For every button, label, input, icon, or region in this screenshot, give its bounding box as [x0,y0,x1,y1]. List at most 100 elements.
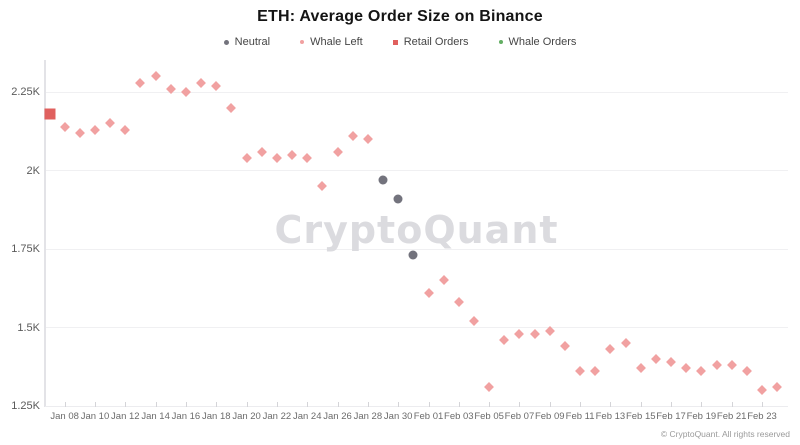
x-axis-tick [367,402,369,407]
x-axis-tick [671,402,673,407]
data-point-whale_left[interactable] [256,146,267,157]
y-axis-label: 2.25K [11,86,40,98]
data-point-whale_left[interactable] [514,328,525,339]
data-point-whale_left[interactable] [150,71,161,82]
x-axis-tick [762,402,764,407]
x-axis-tick [276,402,278,407]
data-point-neutral[interactable] [378,175,388,185]
data-point-whale_left[interactable] [105,118,116,129]
y-axis-label: 1.5K [17,321,40,334]
data-point-neutral[interactable] [408,250,418,260]
data-point-whale_left[interactable] [74,127,85,138]
data-point-whale_left[interactable] [196,77,207,88]
data-point-whale_left[interactable] [59,121,70,132]
grid-line [45,91,788,93]
data-point-whale_left[interactable] [211,80,222,91]
data-point-whale_left[interactable] [711,360,722,371]
legend-item-whale_left[interactable]: Whale Left [300,36,363,48]
data-point-whale_left[interactable] [453,297,464,308]
legend-item-neutral[interactable]: Neutral [223,36,270,48]
x-axis-label: Jan 24 [292,411,322,422]
data-point-retail[interactable] [44,108,55,120]
x-axis-tick [489,402,491,407]
x-axis-tick [731,402,733,407]
data-point-whale_left[interactable] [620,338,631,349]
data-point-whale_left[interactable] [302,152,313,163]
x-axis-tick [580,402,582,407]
data-point-whale_left[interactable] [575,366,586,377]
grid-line [45,327,788,328]
x-axis-label: Feb 11 [565,411,595,422]
x-axis-line [45,406,788,407]
data-point-whale_left[interactable] [332,146,343,157]
watermark: CryptoQuant [274,208,559,252]
x-axis-label: Jan 20 [232,411,261,422]
data-point-whale_left[interactable] [635,363,646,374]
data-point-whale_left[interactable] [650,353,661,364]
data-point-whale_left[interactable] [287,149,297,160]
x-axis-tick [701,402,703,407]
data-point-whale_left[interactable] [180,87,191,97]
x-axis-tick [64,402,66,407]
legend-label: Whale Orders [508,36,577,48]
data-point-whale_left[interactable] [605,344,616,355]
x-axis-tick [246,402,248,407]
data-point-whale_left[interactable] [241,152,252,163]
data-point-whale_left[interactable] [681,363,692,374]
x-axis-tick [155,402,157,407]
x-axis-label: Feb 21 [716,411,747,422]
x-axis-tick [428,402,430,407]
data-point-whale_left[interactable] [362,134,373,145]
x-axis-tick [337,402,339,407]
x-axis-label: Feb 15 [625,411,656,422]
x-axis-label: Jan 10 [80,411,110,422]
legend-label: Whale Left [310,36,363,48]
data-point-whale_left[interactable] [666,357,676,367]
data-point-whale_left[interactable] [226,102,237,113]
whale_left-legend-marker-icon [300,40,305,44]
data-point-whale_left[interactable] [135,77,146,88]
x-axis-label: Feb 05 [474,411,504,422]
data-point-whale_left[interactable] [772,382,783,393]
grid-line [45,248,788,250]
x-axis-label: Jan 22 [262,411,292,422]
x-axis-label: Feb 19 [686,411,717,422]
x-axis-label: Jan 26 [323,411,352,422]
x-axis-tick [519,402,521,407]
data-point-whale_left[interactable] [484,382,495,393]
data-point-whale_left[interactable] [347,131,358,141]
legend-item-whale_orders[interactable]: Whale Orders [498,36,577,48]
data-point-whale_left[interactable] [120,124,131,135]
x-axis-tick [640,402,642,407]
x-axis-label: Feb 07 [504,411,535,422]
legend-label: Retail Orders [403,36,469,48]
whale_orders-legend-marker-icon [498,40,503,44]
x-axis-label: Feb 23 [747,411,777,422]
data-point-whale_left[interactable] [438,275,449,286]
data-point-whale_left[interactable] [726,360,737,371]
data-point-whale_left[interactable] [499,335,510,345]
data-point-neutral[interactable] [393,194,403,204]
data-point-whale_left[interactable] [469,316,479,327]
data-point-whale_left[interactable] [696,366,707,377]
x-axis-tick [398,402,400,407]
data-point-whale_left[interactable] [559,341,570,352]
x-axis-label: Jan 08 [50,411,79,422]
y-axis-label: 1.75K [11,243,40,255]
x-axis-tick [610,402,612,407]
x-axis-label: Jan 14 [141,411,170,422]
data-point-whale_left[interactable] [423,288,434,298]
data-point-whale_left[interactable] [741,366,752,377]
data-point-whale_left[interactable] [590,366,601,377]
x-axis-label: Jan 12 [111,411,140,422]
data-point-whale_left[interactable] [757,385,767,396]
y-axis-label: 1.25K [11,400,40,412]
data-point-whale_left[interactable] [90,124,100,135]
y-axis-line [44,60,46,407]
data-point-whale_left[interactable] [271,152,282,163]
legend-item-retail[interactable]: Retail Orders [392,36,469,48]
data-point-whale_left[interactable] [529,328,540,339]
data-point-whale_left[interactable] [317,181,328,192]
